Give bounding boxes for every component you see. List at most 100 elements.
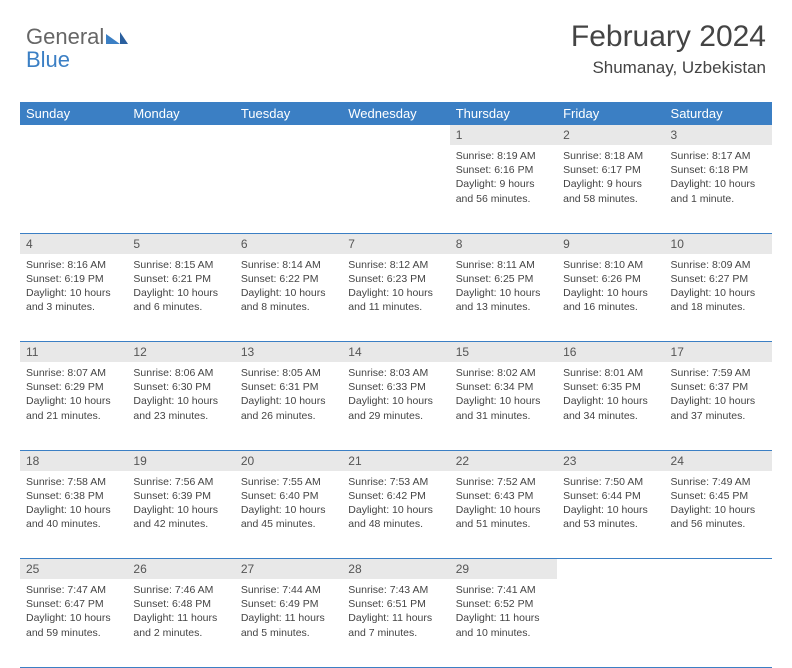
calendar-cell: Sunrise: 7:58 AMSunset: 6:38 PMDaylight:…	[20, 471, 127, 559]
cell-body: Sunrise: 7:52 AMSunset: 6:43 PMDaylight:…	[450, 471, 557, 540]
calendar-cell	[20, 145, 127, 233]
calendar-cell: Sunrise: 7:44 AMSunset: 6:49 PMDaylight:…	[235, 579, 342, 667]
day-number	[235, 125, 342, 131]
day-number: 10	[665, 234, 772, 254]
day-number: 5	[127, 234, 234, 254]
calendar-table: SundayMondayTuesdayWednesdayThursdayFrid…	[20, 102, 772, 668]
cell-body: Sunrise: 7:49 AMSunset: 6:45 PMDaylight:…	[665, 471, 772, 540]
day-number: 24	[665, 451, 772, 471]
cell-body: Sunrise: 8:07 AMSunset: 6:29 PMDaylight:…	[20, 362, 127, 431]
cell-body: Sunrise: 8:14 AMSunset: 6:22 PMDaylight:…	[235, 254, 342, 323]
day-number: 14	[342, 342, 449, 362]
day-header: Tuesday	[235, 102, 342, 125]
calendar-cell	[665, 579, 772, 667]
cell-body: Sunrise: 8:11 AMSunset: 6:25 PMDaylight:…	[450, 254, 557, 323]
calendar-cell: Sunrise: 7:47 AMSunset: 6:47 PMDaylight:…	[20, 579, 127, 667]
calendar-cell: Sunrise: 8:05 AMSunset: 6:31 PMDaylight:…	[235, 362, 342, 450]
calendar-cell: Sunrise: 8:09 AMSunset: 6:27 PMDaylight:…	[665, 254, 772, 342]
calendar-cell: Sunrise: 7:52 AMSunset: 6:43 PMDaylight:…	[450, 471, 557, 559]
cell-body: Sunrise: 8:17 AMSunset: 6:18 PMDaylight:…	[665, 145, 772, 214]
calendar-cell: Sunrise: 8:18 AMSunset: 6:17 PMDaylight:…	[557, 145, 664, 233]
cell-body: Sunrise: 7:50 AMSunset: 6:44 PMDaylight:…	[557, 471, 664, 540]
day-number: 19	[127, 451, 234, 471]
calendar-cell	[235, 145, 342, 233]
calendar-cell: Sunrise: 7:56 AMSunset: 6:39 PMDaylight:…	[127, 471, 234, 559]
day-number: 26	[127, 559, 234, 579]
calendar-cell	[342, 145, 449, 233]
cell-body: Sunrise: 8:12 AMSunset: 6:23 PMDaylight:…	[342, 254, 449, 323]
day-header: Saturday	[665, 102, 772, 125]
title-block: February 2024 Shumanay, Uzbekistan	[571, 20, 766, 78]
day-number: 12	[127, 342, 234, 362]
calendar-cell: Sunrise: 7:55 AMSunset: 6:40 PMDaylight:…	[235, 471, 342, 559]
day-header: Sunday	[20, 102, 127, 125]
day-number	[557, 559, 664, 565]
calendar-cell: Sunrise: 8:17 AMSunset: 6:18 PMDaylight:…	[665, 145, 772, 233]
calendar-cell	[557, 579, 664, 667]
day-number	[342, 125, 449, 131]
calendar-cell: Sunrise: 8:03 AMSunset: 6:33 PMDaylight:…	[342, 362, 449, 450]
day-header: Friday	[557, 102, 664, 125]
logo-text-1: General	[26, 24, 104, 49]
day-number: 2	[557, 125, 664, 145]
logo-sail-icon	[106, 34, 120, 44]
day-number: 25	[20, 559, 127, 579]
day-number: 13	[235, 342, 342, 362]
day-number: 4	[20, 234, 127, 254]
day-number: 11	[20, 342, 127, 362]
calendar-cell: Sunrise: 7:41 AMSunset: 6:52 PMDaylight:…	[450, 579, 557, 667]
calendar-cell	[127, 145, 234, 233]
day-number	[665, 559, 772, 565]
logo-text-2: Blue	[26, 47, 128, 73]
calendar-cell: Sunrise: 8:06 AMSunset: 6:30 PMDaylight:…	[127, 362, 234, 450]
cell-body: Sunrise: 7:59 AMSunset: 6:37 PMDaylight:…	[665, 362, 772, 431]
day-number: 15	[450, 342, 557, 362]
cell-body: Sunrise: 7:43 AMSunset: 6:51 PMDaylight:…	[342, 579, 449, 648]
calendar-cell: Sunrise: 7:43 AMSunset: 6:51 PMDaylight:…	[342, 579, 449, 667]
day-number	[20, 125, 127, 131]
calendar-cell: Sunrise: 7:49 AMSunset: 6:45 PMDaylight:…	[665, 471, 772, 559]
day-number: 22	[450, 451, 557, 471]
logo-sail2-icon	[120, 32, 128, 44]
calendar-cell: Sunrise: 7:53 AMSunset: 6:42 PMDaylight:…	[342, 471, 449, 559]
day-number: 28	[342, 559, 449, 579]
cell-body: Sunrise: 7:46 AMSunset: 6:48 PMDaylight:…	[127, 579, 234, 648]
calendar-cell: Sunrise: 8:12 AMSunset: 6:23 PMDaylight:…	[342, 254, 449, 342]
day-number: 9	[557, 234, 664, 254]
calendar-cell: Sunrise: 8:15 AMSunset: 6:21 PMDaylight:…	[127, 254, 234, 342]
cell-body: Sunrise: 7:55 AMSunset: 6:40 PMDaylight:…	[235, 471, 342, 540]
day-number: 29	[450, 559, 557, 579]
cell-body: Sunrise: 8:10 AMSunset: 6:26 PMDaylight:…	[557, 254, 664, 323]
cell-body: Sunrise: 7:47 AMSunset: 6:47 PMDaylight:…	[20, 579, 127, 648]
day-number: 20	[235, 451, 342, 471]
cell-body: Sunrise: 8:03 AMSunset: 6:33 PMDaylight:…	[342, 362, 449, 431]
page-title: February 2024	[571, 20, 766, 54]
day-header: Thursday	[450, 102, 557, 125]
calendar-cell: Sunrise: 8:11 AMSunset: 6:25 PMDaylight:…	[450, 254, 557, 342]
logo: General Blue	[26, 24, 128, 73]
day-number: 16	[557, 342, 664, 362]
calendar-cell: Sunrise: 7:46 AMSunset: 6:48 PMDaylight:…	[127, 579, 234, 667]
location-label: Shumanay, Uzbekistan	[571, 58, 766, 78]
day-header: Monday	[127, 102, 234, 125]
cell-body: Sunrise: 7:41 AMSunset: 6:52 PMDaylight:…	[450, 579, 557, 648]
day-number: 7	[342, 234, 449, 254]
cell-body: Sunrise: 8:19 AMSunset: 6:16 PMDaylight:…	[450, 145, 557, 214]
cell-body: Sunrise: 7:53 AMSunset: 6:42 PMDaylight:…	[342, 471, 449, 540]
cell-body: Sunrise: 8:05 AMSunset: 6:31 PMDaylight:…	[235, 362, 342, 431]
day-number: 17	[665, 342, 772, 362]
cell-body: Sunrise: 8:09 AMSunset: 6:27 PMDaylight:…	[665, 254, 772, 323]
cell-body: Sunrise: 7:56 AMSunset: 6:39 PMDaylight:…	[127, 471, 234, 540]
cell-body: Sunrise: 8:06 AMSunset: 6:30 PMDaylight:…	[127, 362, 234, 431]
cell-body: Sunrise: 7:58 AMSunset: 6:38 PMDaylight:…	[20, 471, 127, 540]
day-number: 3	[665, 125, 772, 145]
day-number	[127, 125, 234, 131]
cell-body: Sunrise: 8:01 AMSunset: 6:35 PMDaylight:…	[557, 362, 664, 431]
calendar-cell: Sunrise: 8:16 AMSunset: 6:19 PMDaylight:…	[20, 254, 127, 342]
day-number: 27	[235, 559, 342, 579]
calendar-header: SundayMondayTuesdayWednesdayThursdayFrid…	[20, 102, 772, 125]
day-number: 23	[557, 451, 664, 471]
day-number: 18	[20, 451, 127, 471]
calendar-cell: Sunrise: 7:50 AMSunset: 6:44 PMDaylight:…	[557, 471, 664, 559]
calendar-cell: Sunrise: 8:02 AMSunset: 6:34 PMDaylight:…	[450, 362, 557, 450]
